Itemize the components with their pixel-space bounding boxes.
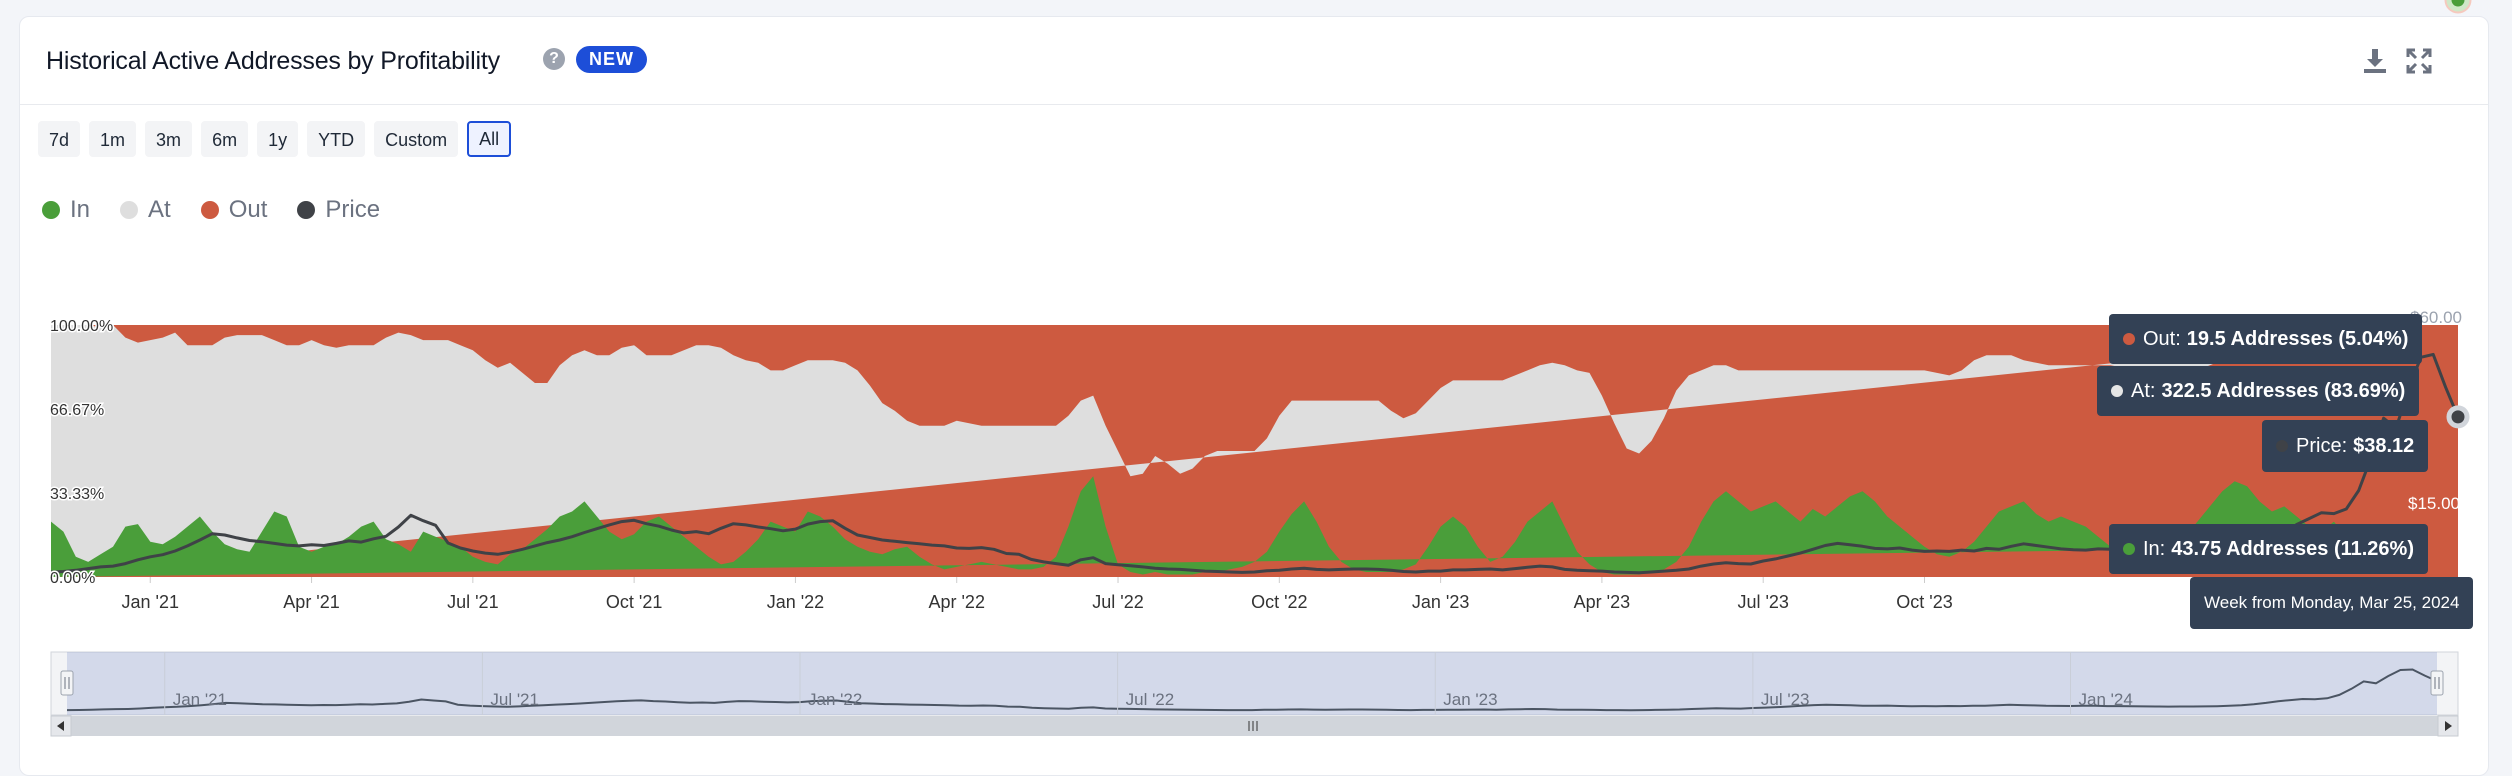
range-6m-button[interactable]: 6m [201,121,249,157]
navigator-handle[interactable] [60,670,74,696]
y-tick-label: 66.67% [50,402,104,419]
legend-swatch-in [42,201,60,219]
hover-marker-in [2446,0,2470,12]
x-tick-label: Jul '22 [1092,592,1143,612]
navigator-label: Jul '22 [1126,690,1175,709]
tooltip-price-label: Price: [2296,434,2348,457]
legend-swatch-out [200,201,219,219]
tooltip-in-dot [2123,543,2135,555]
y-tick-label: 100.00% [50,318,113,335]
scroll-left-icon [57,721,64,731]
range-all-button[interactable]: All [467,121,512,157]
navigator-background [50,651,2459,716]
navigator-handle-grip [2430,670,2444,696]
range-3m-button[interactable]: 3m [145,121,193,157]
x-tick-label: Oct '23 [1896,592,1952,612]
x-tick-label: Apr '21 [283,592,339,612]
legend-item-price[interactable]: Price [297,196,380,224]
navigator-line [66,668,2438,712]
tooltip-in-value: 43.75 Addresses (11.26%) [2171,537,2414,560]
legend-label-at: At [148,196,171,223]
tooltip-in: In: 43.75 Addresses (11.26%) [2109,524,2428,574]
tooltip-price: Price: $38.12 [2262,420,2429,472]
x-tick-label: Apr '22 [928,592,984,612]
legend-item-out[interactable]: Out [200,196,268,224]
tooltip-out-label: Out: [2143,327,2181,350]
range-1y-button[interactable]: 1y [257,121,299,157]
tooltip-date: Week from Monday, Mar 25, 2024 [2190,577,2474,629]
series-at-area [51,325,2359,577]
range-ytd-button[interactable]: YTD [307,121,366,157]
legend-swatch-price [297,201,316,219]
tooltip-price-dot [2276,440,2288,452]
legend-label-out: Out [228,196,268,223]
series-in-area [51,476,2359,577]
chart-legend: In At Out Price [42,196,380,224]
scroll-right-icon [2445,721,2452,731]
help-icon[interactable]: ? [543,48,565,70]
expand-icon[interactable] [2403,45,2435,77]
legend-item-in[interactable]: In [42,196,90,224]
scrollbar-track[interactable] [51,716,2458,736]
legend-swatch-at [120,201,139,219]
legend-label-price: Price [325,196,381,223]
x-tick-label: Jan '22 [767,592,824,612]
range-custom-button[interactable]: Custom [374,121,459,157]
legend-label-in: In [70,196,91,223]
range-selector: 7d 1m 3m 6m 1y YTD Custom All [38,121,512,157]
tooltip-in-label: In: [2143,537,2166,560]
page-title: Historical Active Addresses by Profitabi… [46,47,500,75]
x-tick-label: Jul '23 [1737,592,1788,612]
navigator-label: Jan '21 [173,690,227,709]
x-tick-label: Oct '21 [606,592,662,612]
download-icon[interactable] [2359,45,2391,77]
y2-tick-label: $15.00 [2408,494,2460,513]
navigator-label: Jan '24 [2079,690,2133,709]
tooltip-at-label: At: [2131,379,2156,402]
tooltip-out-dot [2123,333,2135,345]
y-tick-label: 0.00% [50,570,95,587]
navigator-label: Jan '23 [1443,690,1497,709]
navigator-handle-grip [60,670,74,696]
hover-marker-price [2446,405,2470,429]
navigator-label: Jul '21 [490,690,539,709]
navigator-label: Jan '22 [808,690,862,709]
legend-item-at[interactable]: At [120,196,171,224]
range-1m-button[interactable]: 1m [89,121,137,157]
x-tick-label: Jan '23 [1412,592,1469,612]
y2-tick-label: $60.00 [2410,308,2462,327]
tooltip-at-value: 322.5 Addresses (83.69%) [2161,379,2406,402]
x-tick-label: Jul '21 [447,592,498,612]
x-tick-label: Jan '21 [122,592,179,612]
x-tick-label: Apr '23 [1574,592,1630,612]
series-price-line [50,352,2460,575]
new-badge: NEW [576,46,647,73]
tooltip-at-dot [2111,385,2123,397]
tooltip-at: At: 322.5 Addresses (83.69%) [2097,366,2420,416]
card-header: Historical Active Addresses by Profitabi… [20,17,2488,105]
navigator-label: Jul '23 [1761,690,1810,709]
y-tick-label: 33.33% [50,486,104,503]
x-tick-label: Oct '22 [1251,592,1307,612]
tooltip-out: Out: 19.5 Addresses (5.04%) [2109,314,2423,364]
tooltip-out-value: 19.5 Addresses (5.04%) [2186,327,2409,350]
tooltip-price-value: $38.12 [2353,434,2415,457]
navigator-handle[interactable] [2430,670,2444,696]
range-7d-button[interactable]: 7d [38,121,81,157]
